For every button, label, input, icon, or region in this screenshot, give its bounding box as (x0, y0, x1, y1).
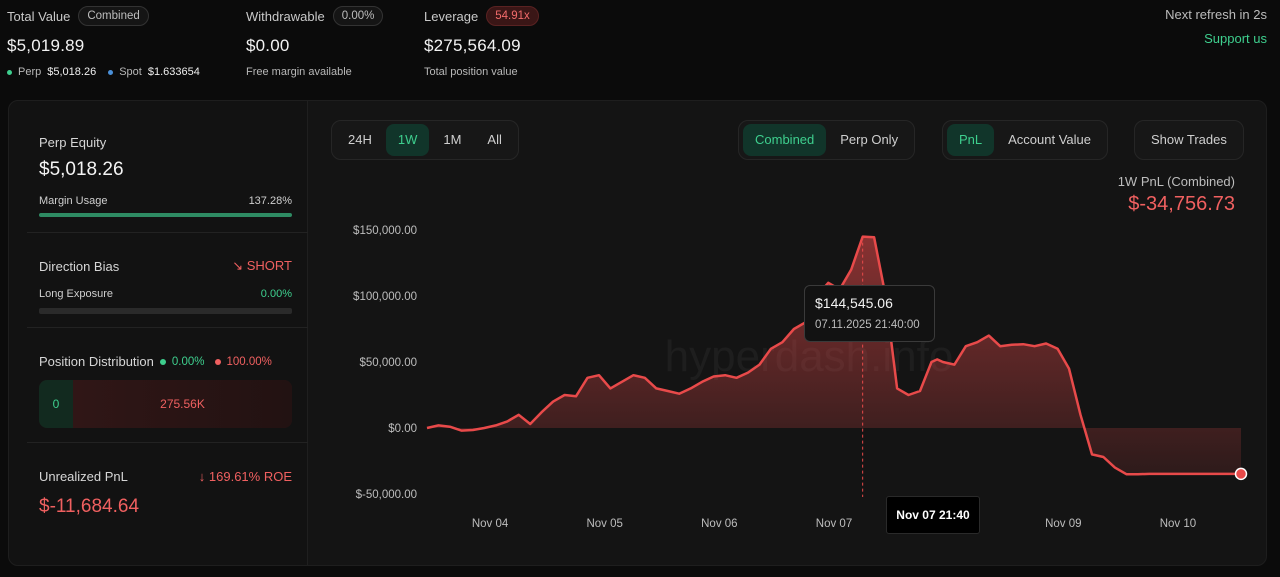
long-exposure-label: Long Exposure (39, 288, 113, 300)
x-tick-label: Nov 04 (472, 518, 509, 530)
unrealized-pnl-label: Unrealized PnL (39, 469, 128, 484)
position-value: $275,564.09 (424, 36, 521, 55)
margin-usage-fill (39, 213, 292, 217)
perp-equity-label: Perp Equity (39, 135, 107, 150)
metric-pnl[interactable]: PnL (947, 124, 995, 156)
leverage-pill: 54.91x (486, 6, 539, 26)
short-pct: 100.00% (226, 355, 272, 368)
top-right: Next refresh in 2s Support us (1165, 7, 1267, 46)
total-value-stat: Total Value Combined $5,019.89 Perp $5,0… (7, 6, 200, 78)
perp-equity-value: $5,018.26 (39, 159, 124, 180)
long-segment: 0 (39, 380, 73, 428)
y-tick-label: $100,000.00 (353, 291, 417, 303)
y-tick-label: $-50,000.00 (356, 489, 417, 501)
support-link[interactable]: Support us (1204, 31, 1267, 46)
y-tick-label: $50,000.00 (359, 357, 417, 369)
y-tick-label: $0.00 (388, 423, 417, 435)
chart-tooltip: $144,545.06 07.11.2025 21:40:00 (804, 285, 935, 342)
combined-pill[interactable]: Combined (78, 6, 149, 26)
pnl-value: $-34,756.73 (1128, 193, 1235, 215)
long-pct: 0.00% (171, 355, 205, 368)
x-tick-label: Nov 09 (1045, 518, 1081, 530)
x-tick-label: Nov 06 (701, 518, 737, 530)
withdrawable-pill: 0.00% (332, 6, 384, 26)
spot-label: Spot (119, 66, 142, 78)
leverage-sub: Total position value (424, 66, 518, 78)
x-tick-label: Nov 05 (586, 518, 622, 530)
direction-bias-value: ↘ SHORT (232, 258, 292, 274)
leverage-label: Leverage (424, 8, 479, 24)
main-panel: Perp Equity $5,018.26 Margin Usage 137.2… (8, 100, 1267, 566)
unrealized-section: Unrealized PnL ↓ 169.61% ROE $-11,684.64 (39, 469, 292, 518)
mode-selector: Combined Perp Only (738, 120, 916, 160)
roe-value: ↓ 169.61% ROE (199, 469, 292, 484)
tooltip-value: $144,545.06 (815, 295, 893, 311)
perp-equity-section: Perp Equity $5,018.26 Margin Usage 137.2… (39, 135, 292, 217)
pnl-area (427, 236, 1241, 475)
total-value-label: Total Value (7, 8, 71, 24)
show-trades-label[interactable]: Show Trades (1151, 132, 1227, 147)
mode-perp-only[interactable]: Perp Only (840, 132, 899, 147)
next-refresh: Next refresh in 2s (1165, 7, 1267, 22)
x-tick-label: Nov 10 (1160, 518, 1196, 530)
long-exposure-bar (39, 308, 292, 314)
spot-dot-icon (108, 69, 114, 75)
last-point-marker (1234, 467, 1248, 481)
withdrawable-value: $0.00 (246, 36, 290, 55)
crosshair-x-label: Nov 07 21:40 (886, 496, 980, 534)
margin-usage-bar (39, 213, 292, 217)
margin-usage-label: Margin Usage (39, 195, 108, 207)
withdrawable-sub: Free margin available (246, 66, 352, 78)
range-1m[interactable]: 1M (443, 132, 462, 147)
direction-section: Direction Bias ↘ SHORT Long Exposure 0.0… (39, 258, 292, 314)
short-dot-icon (214, 358, 221, 365)
spot-value: $1.633654 (147, 66, 200, 78)
leverage-stat: Leverage 54.91x $275,564.09 Total positi… (424, 6, 539, 78)
perp-label: Perp (18, 66, 42, 78)
perp-dot-icon (7, 69, 12, 75)
trend-down-icon: ↘ (232, 258, 244, 273)
withdrawable-label: Withdrawable (246, 8, 325, 24)
metric-account-value[interactable]: Account Value (1008, 132, 1092, 147)
mode-combined[interactable]: Combined (743, 124, 827, 156)
perp-value: $5,018.26 (47, 66, 97, 78)
range-selector: 24H 1W 1M All (331, 120, 519, 160)
left-column: Perp Equity $5,018.26 Margin Usage 137.2… (9, 101, 308, 565)
unrealized-pnl-value: $-11,684.64 (39, 496, 140, 517)
position-distribution-label: Position Distribution (39, 354, 154, 369)
divider (27, 327, 308, 328)
short-label: SHORT (246, 258, 292, 273)
long-dot-icon (159, 358, 166, 365)
margin-usage-value: 137.28% (248, 195, 292, 207)
tooltip-date: 07.11.2025 21:40:00 (815, 319, 920, 331)
pnl-chart[interactable]: hyperdash.info $150,000.00$100,000.00$50… (9, 101, 1268, 567)
short-segment: 275.56K (73, 380, 292, 428)
range-24h[interactable]: 24H (348, 132, 372, 147)
distribution-bar: 0 275.56K (39, 380, 292, 428)
direction-bias-label: Direction Bias (39, 258, 120, 274)
range-1w[interactable]: 1W (385, 124, 430, 156)
range-all[interactable]: All (487, 132, 502, 147)
long-exposure-value: 0.00% (260, 288, 292, 300)
arrow-down-icon: ↓ (198, 469, 206, 484)
divider (27, 442, 308, 443)
pnl-title: 1W PnL (Combined) (1117, 174, 1235, 189)
distribution-section: Position Distribution 0.00% 100.00% 0 27… (39, 354, 292, 428)
divider (27, 232, 308, 233)
y-tick-label: $150,000.00 (353, 225, 417, 237)
show-trades-button[interactable]: Show Trades (1134, 120, 1244, 160)
total-value: $5,019.89 (7, 36, 85, 55)
x-tick-label: Nov 07 (816, 518, 852, 530)
roe-text: 169.61% ROE (208, 469, 292, 484)
withdrawable-stat: Withdrawable 0.00% $0.00 Free margin ava… (246, 6, 384, 78)
metric-selector: PnL Account Value (942, 120, 1109, 160)
